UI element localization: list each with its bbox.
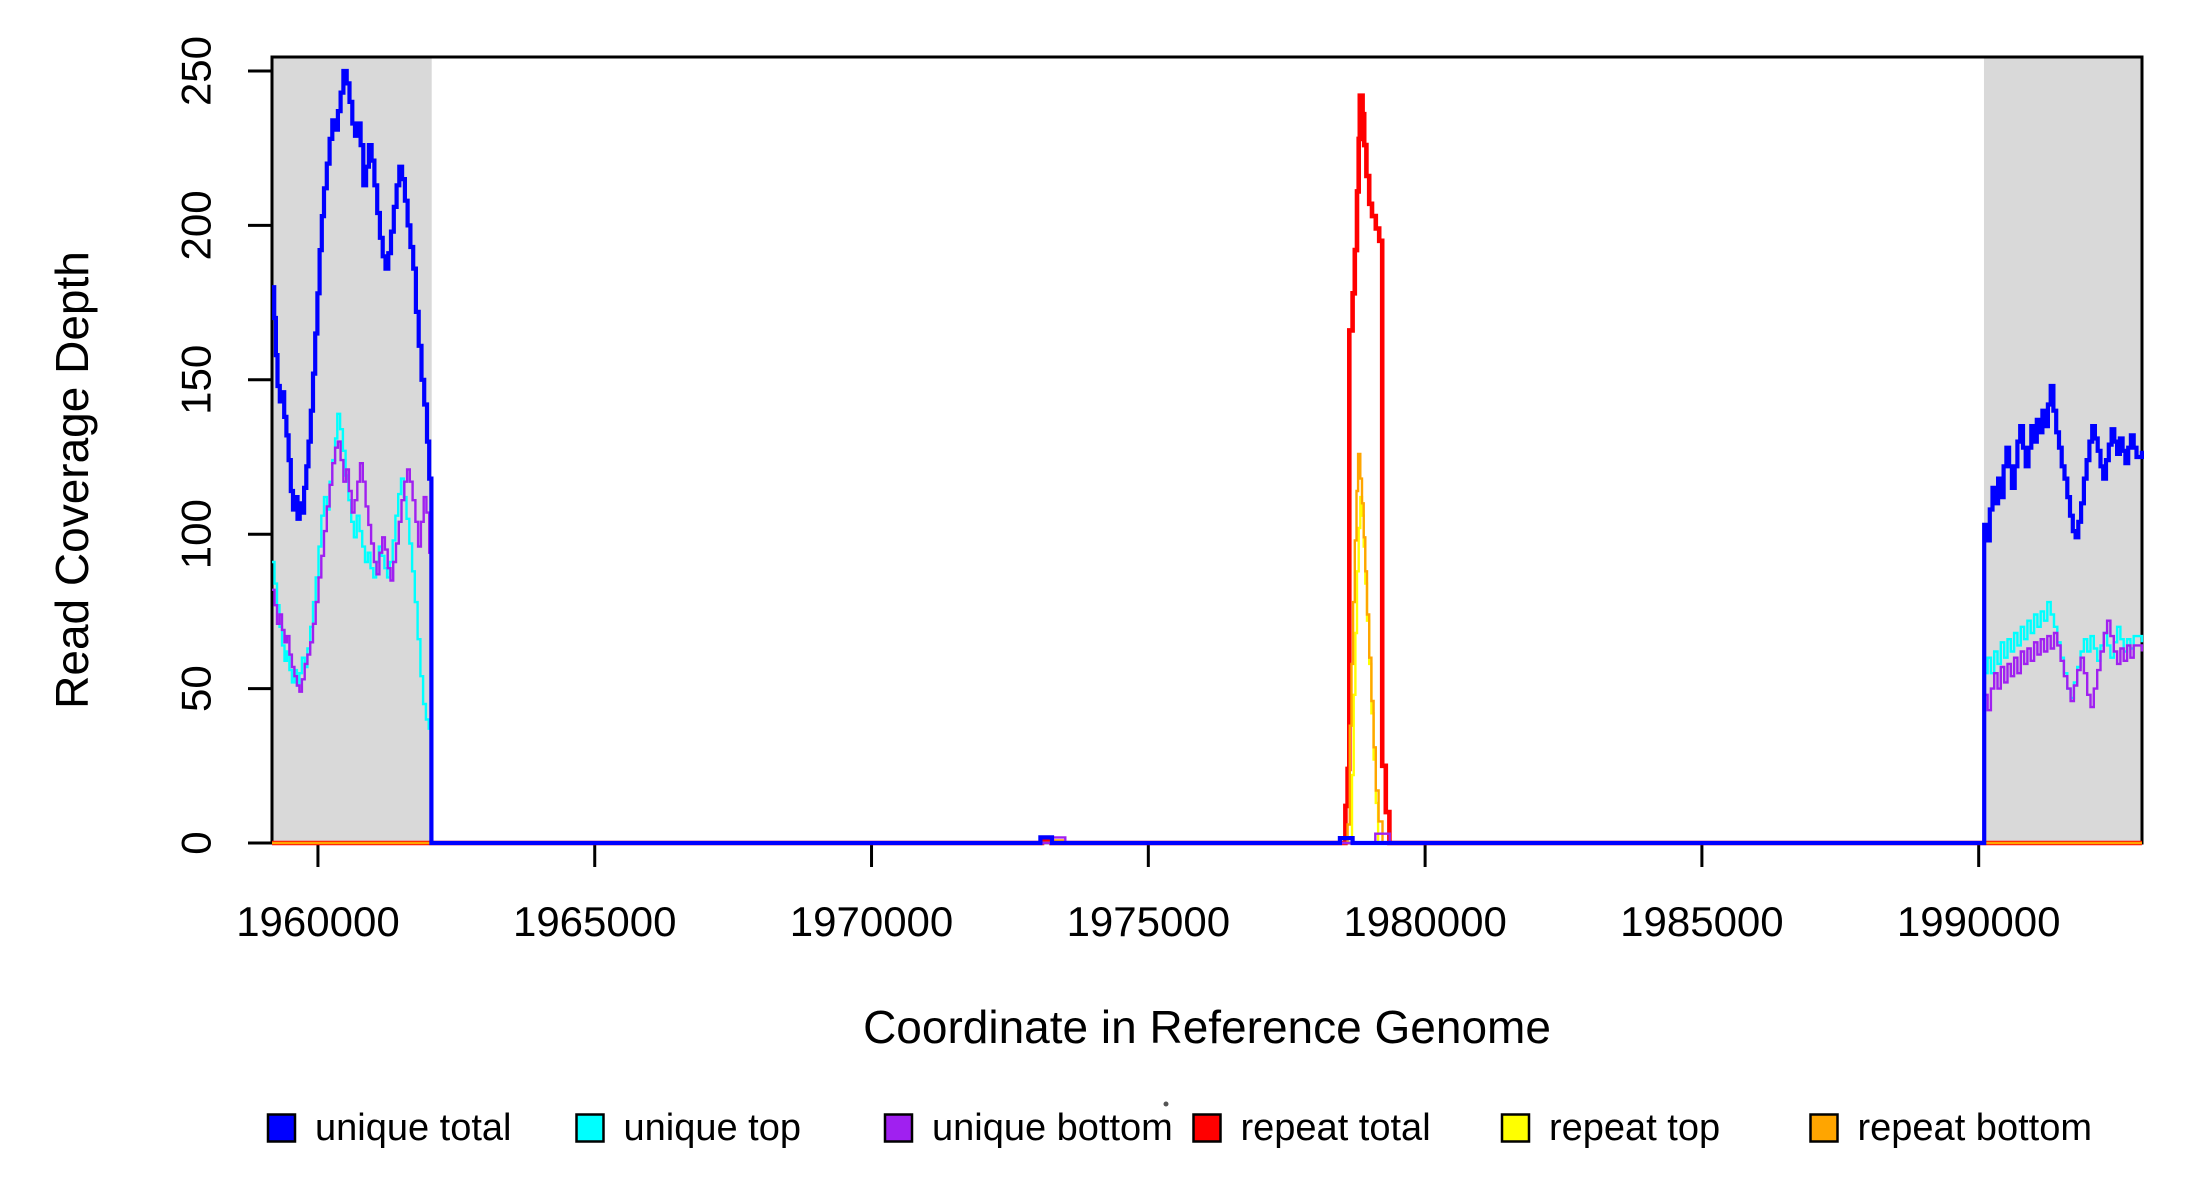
highlight-bands bbox=[272, 57, 2142, 843]
legend-label: unique total bbox=[315, 1107, 512, 1149]
legend-swatch bbox=[1809, 1113, 1839, 1143]
legend-label: repeat bottom bbox=[1858, 1107, 2092, 1149]
x-tick-label: 1985000 bbox=[1620, 898, 1784, 945]
y-tick-label: 200 bbox=[173, 190, 220, 260]
legend-item-repeat-total: repeat total bbox=[1192, 1107, 1431, 1149]
legend-item-unique-total: unique total bbox=[266, 1107, 512, 1149]
series-repeat-total bbox=[272, 93, 2142, 846]
y-tick-label: 250 bbox=[173, 36, 220, 106]
series-unique-total bbox=[272, 68, 2144, 846]
series-repeat-bottom bbox=[272, 452, 2142, 845]
legend-label: unique top bbox=[624, 1107, 802, 1149]
y-tick-label: 100 bbox=[173, 499, 220, 569]
legend-label: unique bottom bbox=[932, 1107, 1173, 1149]
series-unique-top bbox=[272, 412, 2144, 845]
x-tick-label: 1975000 bbox=[1067, 898, 1231, 945]
x-axis-title: Coordinate in Reference Genome bbox=[863, 1001, 1551, 1053]
x-tick-label: 1980000 bbox=[1343, 898, 1507, 945]
legend-label: repeat total bbox=[1241, 1107, 1431, 1149]
legend-swatch bbox=[1192, 1113, 1222, 1143]
legend-swatch bbox=[266, 1113, 297, 1143]
legend: unique total unique top unique bottom repea… bbox=[266, 1101, 2092, 1149]
legend-item-unique-bottom: unique bottom bbox=[883, 1107, 1173, 1149]
y-tick-label: 0 bbox=[173, 831, 220, 854]
x-tick-label: 1960000 bbox=[236, 898, 400, 945]
stray-mark bbox=[1163, 1101, 1169, 1107]
y-tick-label: 150 bbox=[173, 345, 220, 415]
series-unique-bottom bbox=[272, 440, 2144, 845]
x-tick-label: 1965000 bbox=[513, 898, 677, 945]
series-lines bbox=[272, 68, 2144, 846]
legend-item-repeat-bottom: repeat bottom bbox=[1809, 1107, 2092, 1149]
series-repeat-top bbox=[272, 495, 2142, 845]
y-tick-label: 50 bbox=[173, 665, 220, 712]
legend-swatch bbox=[883, 1113, 914, 1143]
x-tick-label: 1990000 bbox=[1897, 898, 2061, 945]
legend-item-unique-top: unique top bbox=[575, 1107, 802, 1149]
legend-item-repeat-top: repeat top bbox=[1500, 1107, 1720, 1149]
y-axis-title: Read Coverage Depth bbox=[46, 251, 98, 709]
legend-swatch bbox=[1500, 1113, 1531, 1143]
highlight-band-left-repeat-flank bbox=[272, 57, 432, 843]
legend-swatch bbox=[575, 1113, 605, 1143]
legend-label: repeat top bbox=[1549, 1107, 1720, 1149]
x-tick-label: 1970000 bbox=[790, 898, 954, 945]
plot-frame bbox=[270, 55, 2144, 845]
axes: 1960000 1965000 1970000 1975000 1980000 19850… bbox=[173, 36, 2061, 945]
